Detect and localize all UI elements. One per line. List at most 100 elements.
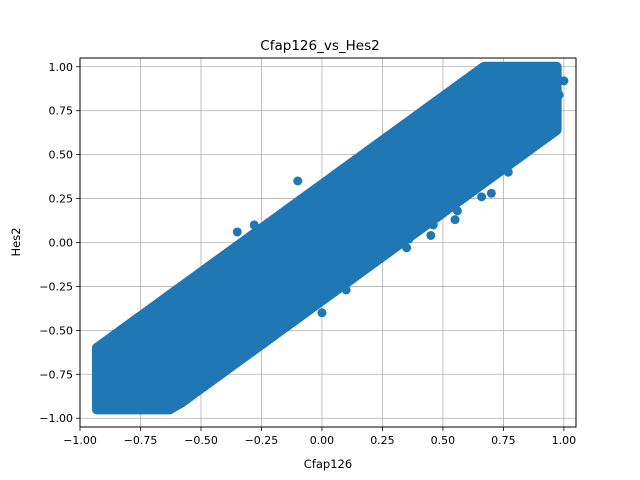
scatter-point	[363, 239, 373, 249]
scatter-point	[465, 129, 475, 139]
scatter-point	[484, 153, 494, 163]
scatter-point	[344, 230, 354, 240]
scatter-point	[544, 71, 554, 81]
scatter-point	[433, 181, 443, 191]
scatter-point	[288, 211, 298, 221]
scatter-point	[334, 167, 344, 177]
scatter-point	[341, 285, 351, 295]
scatter-point	[256, 325, 266, 335]
scatter-point	[511, 127, 521, 137]
scatter-point	[177, 378, 187, 388]
scatter-point	[540, 83, 550, 93]
scatter-point	[370, 176, 380, 186]
scatter-point	[520, 90, 530, 100]
scatter-point	[196, 341, 206, 351]
x-tick-label: −0.75	[124, 434, 158, 447]
scatter-point	[242, 295, 252, 305]
scatter-point	[244, 274, 254, 284]
scatter-point	[428, 220, 438, 230]
scatter-point	[123, 376, 133, 386]
scatter-point	[336, 273, 346, 283]
scatter-point	[525, 78, 535, 88]
scatter-point	[431, 201, 441, 211]
scatter-point	[148, 385, 158, 395]
scatter-point	[206, 299, 216, 309]
y-axis-ticks: −1.00 −0.75 −0.50 −0.25 0.00 0.25 0.50 0.75 1.00	[39, 61, 80, 425]
x-tick-label: −0.50	[184, 434, 218, 447]
scatter-point	[232, 227, 242, 237]
scatter-point	[496, 99, 506, 109]
scatter-point	[249, 257, 259, 267]
scatter-point	[177, 357, 187, 367]
scatter-point	[549, 109, 559, 119]
scatter-point	[119, 392, 129, 402]
scatter-point	[462, 148, 472, 158]
scatter-point	[324, 223, 334, 233]
scatter-point	[109, 368, 119, 378]
scatter-point	[254, 304, 264, 314]
scatter-point	[416, 153, 426, 163]
scatter-point	[532, 120, 542, 130]
scatter-point	[305, 216, 315, 226]
scatter-point	[111, 338, 121, 348]
scatter-point	[264, 262, 274, 272]
scatter-point	[486, 134, 496, 144]
scatter-point	[380, 246, 390, 256]
scatter-point	[452, 206, 462, 216]
y-tick-label: 0.25	[49, 193, 74, 206]
scatter-point	[225, 287, 235, 297]
point-cloud-band	[91, 61, 562, 415]
x-tick-label: 0.75	[491, 434, 516, 447]
x-tick-label: −1.00	[63, 434, 97, 447]
scatter-point	[264, 243, 274, 253]
scatter-point	[135, 348, 145, 358]
scatter-point	[131, 392, 141, 402]
scatter-point	[365, 218, 375, 228]
scatter-point	[392, 164, 402, 174]
scatter-point	[421, 136, 431, 146]
scatter-point	[317, 287, 327, 297]
scatter-point	[172, 306, 182, 316]
x-tick-label: −0.25	[245, 434, 279, 447]
scatter-point	[377, 144, 387, 154]
scatter-point	[249, 220, 259, 230]
y-tick-label: 1.00	[49, 61, 74, 74]
scatter-point	[293, 299, 303, 309]
scatter-point	[298, 257, 308, 267]
scatter-point	[341, 252, 351, 262]
scatter-point	[152, 341, 162, 351]
scatter-point	[353, 171, 363, 181]
scatter-point	[312, 183, 322, 193]
scatter-point	[181, 334, 191, 344]
scatter-point	[273, 311, 283, 321]
scatter-point	[208, 364, 218, 374]
scatter-point	[450, 111, 460, 121]
scatter-point	[445, 125, 455, 135]
x-tick-label: 1.00	[552, 434, 577, 447]
scatter-point	[390, 183, 400, 193]
scatter-point	[167, 325, 177, 335]
scatter-point	[319, 266, 329, 276]
scatter-point	[196, 361, 206, 370]
scatter-point	[99, 373, 109, 383]
scatter-point	[373, 158, 383, 168]
scatter-point	[237, 317, 247, 327]
scatter-point	[191, 295, 201, 305]
x-tick-label: 0.25	[370, 434, 395, 447]
scatter-point	[506, 148, 516, 158]
scatter-point	[160, 389, 170, 399]
chart-title: Cfap126_vs_Hes2	[260, 38, 379, 54]
scatter-point	[295, 278, 305, 288]
scatter-point	[397, 146, 407, 156]
scatter-point	[503, 167, 513, 177]
scatter-point	[426, 122, 436, 132]
scatter-point	[165, 348, 175, 358]
scatter-point	[491, 116, 501, 126]
scatter-point	[293, 176, 303, 186]
scatter-point	[406, 215, 416, 225]
scatter-point	[409, 192, 419, 202]
y-tick-label: 0.75	[49, 105, 74, 118]
scatter-point	[281, 250, 291, 260]
scatter-point	[109, 396, 119, 406]
scatter-point	[276, 290, 286, 300]
